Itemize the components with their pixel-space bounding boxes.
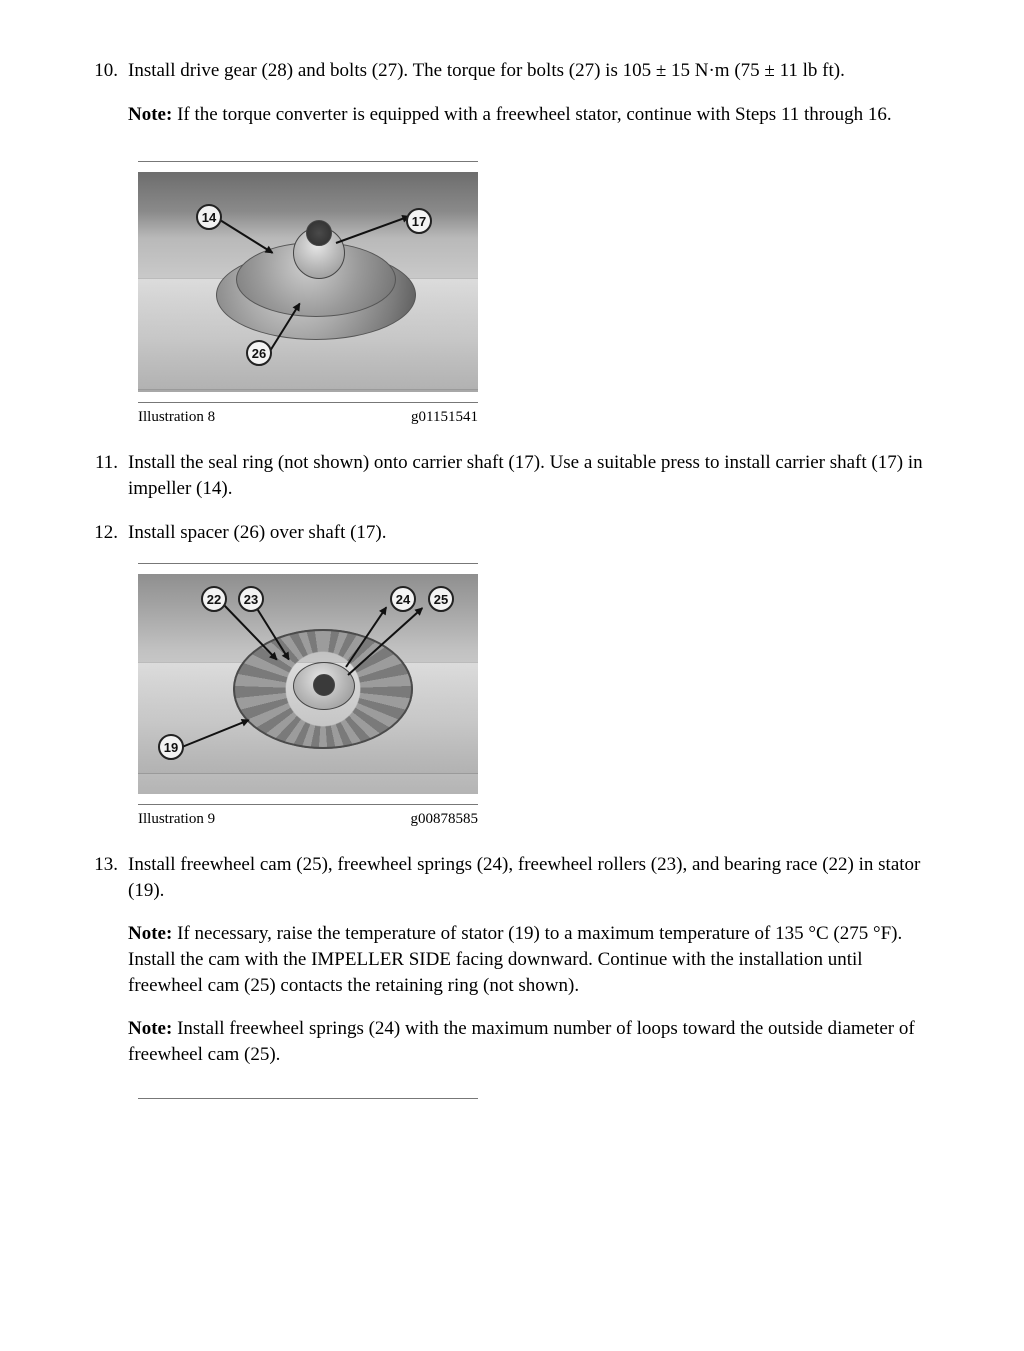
step-number: 13.: [90, 852, 128, 1067]
step-number: 11.: [90, 450, 128, 501]
step-body: Install freewheel cam (25), freewheel sp…: [128, 852, 934, 1067]
figure-rule-top: [138, 563, 478, 564]
step-number: 10.: [90, 58, 128, 127]
figure-caption-left: Illustration 9: [138, 811, 215, 828]
step-body: Install the seal ring (not shown) onto c…: [128, 450, 934, 501]
note-label: Note:: [128, 1018, 177, 1039]
step-number: 12.: [90, 520, 128, 546]
figure-9-caption: Illustration 9 g00878585: [138, 805, 478, 832]
step-11: 11. Install the seal ring (not shown) on…: [90, 450, 934, 501]
procedure-steps-cont2: 13. Install freewheel cam (25), freewhee…: [90, 852, 934, 1067]
step-body: Install spacer (26) over shaft (17).: [128, 520, 934, 546]
figure-9-image: 22 23 24 25 19: [138, 574, 478, 794]
figure-rule-top: [138, 161, 478, 162]
procedure-steps: 10. Install drive gear (28) and bolts (2…: [90, 58, 934, 127]
step-12: 12. Install spacer (26) over shaft (17).: [90, 520, 934, 546]
step-13: 13. Install freewheel cam (25), freewhee…: [90, 852, 934, 1067]
note-label: Note:: [128, 923, 177, 944]
figure-8-image: 14 17 26: [138, 172, 478, 392]
figure-caption-left: Illustration 8: [138, 409, 215, 426]
figure-9: 22 23 24 25 19 Illustration 9 g00878585: [138, 563, 478, 832]
note-label: Note:: [128, 104, 177, 125]
figure-8-caption: Illustration 8 g01151541: [138, 403, 478, 430]
figure-8: 14 17 26 Illustration 8 g01151541: [138, 161, 478, 430]
figure-caption-right: g01151541: [411, 409, 478, 426]
step-text: Install freewheel cam (25), freewheel sp…: [128, 852, 934, 903]
step-text: Install drive gear (28) and bolts (27). …: [128, 58, 934, 84]
figure-caption-right: g00878585: [411, 811, 479, 828]
note-text: If the torque converter is equipped with…: [177, 104, 892, 125]
step-text: Install spacer (26) over shaft (17).: [128, 520, 934, 546]
step-10: 10. Install drive gear (28) and bolts (2…: [90, 58, 934, 127]
note-text: If necessary, raise the temperature of s…: [128, 923, 902, 995]
step-note-2: Note: Install freewheel springs (24) wit…: [128, 1016, 934, 1067]
step-note: Note: If the torque converter is equippe…: [128, 102, 934, 128]
step-text: Install the seal ring (not shown) onto c…: [128, 450, 934, 501]
step-body: Install drive gear (28) and bolts (27). …: [128, 58, 934, 127]
procedure-steps-cont1: 11. Install the seal ring (not shown) on…: [90, 450, 934, 545]
note-text: Install freewheel springs (24) with the …: [128, 1018, 915, 1065]
page: 10. Install drive gear (28) and bolts (2…: [0, 0, 1024, 1351]
trailing-rule: [138, 1098, 478, 1099]
step-note-1: Note: If necessary, raise the temperatur…: [128, 921, 934, 998]
trailing-figure-rule-block: [138, 1098, 478, 1099]
